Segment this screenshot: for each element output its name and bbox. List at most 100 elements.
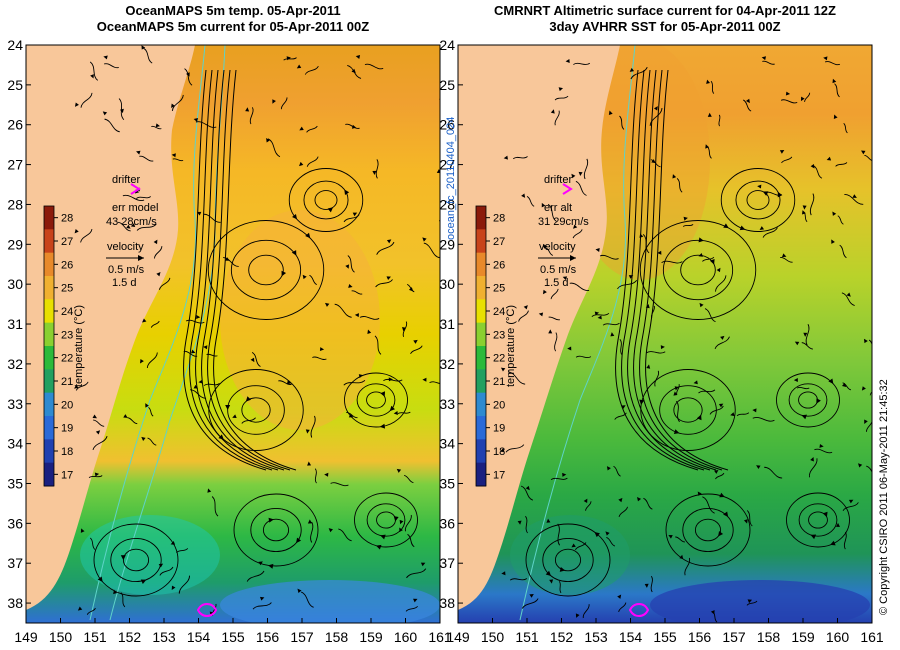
drifter-legend-label: drifter [544,174,572,186]
current-vector-head [155,123,161,128]
current-vector-head [785,91,791,96]
current-vector-head [697,491,702,496]
colorbar-tick-label: 24 [61,306,73,318]
current-arrowhead [375,544,382,550]
current-vector [343,214,360,223]
current-vector-head [77,606,83,611]
current-vector-head [355,55,361,59]
current-vector [702,496,715,514]
current-vector [185,319,205,324]
colorbar-segment [476,462,486,487]
current-vector-head [141,45,146,50]
current-arrowhead [545,570,552,577]
current-vector-head [186,72,190,77]
lat-tick-label: 26 [7,117,23,133]
drifter-markers [130,183,650,617]
model-blue-water [220,580,440,623]
current-vector-head [826,156,832,161]
current-vector-head [698,253,703,257]
colorbar-tick-label: 26 [493,259,505,271]
current-vector [619,115,625,130]
current-vector [558,580,562,594]
current-arrowhead [281,270,287,277]
current-vector-head [706,79,711,84]
current-vector [844,194,864,205]
lat-tick-label: 29 [439,236,455,252]
current-vector [512,156,528,160]
eddy-streamline [248,254,284,286]
lon-tick-label: 161 [428,629,452,645]
colorbar-segment [44,206,54,230]
current-arrowhead [120,555,126,561]
current-arrowhead [225,404,231,410]
velocity-legend-label: velocity [107,241,144,253]
current-arrowhead [810,534,817,540]
jet-streamline [633,69,717,471]
jet-streamline [195,69,279,471]
obs-panel-title: CMRNRT Altimetric surface current for 04… [458,3,872,35]
current-vector-head [351,124,357,129]
current-vector [715,275,727,292]
current-vector [374,335,382,355]
current-vector-head [348,413,354,418]
drifter-legend-marker [562,183,573,195]
current-vector [573,62,591,65]
current-vector-head [810,456,814,462]
current-vector-head [693,380,698,385]
current-vector [661,260,683,264]
current-vector-head [558,87,564,92]
current-arrowhead [268,563,274,569]
current-vector-head [679,554,684,560]
colorbar-segment [44,229,54,254]
eddy-streamline [93,523,179,597]
map-axes: 24 25 26 27 28 29 30 31 32 33 34 35 36 37 38 149 150 151 1… [7,37,883,645]
current-vector-head [501,571,506,576]
current-vector-head [861,386,866,391]
current-vector [614,412,627,420]
current-vector [184,68,193,86]
current-arrowhead [268,517,274,523]
current-vector-head [328,528,333,533]
current-vector-head [95,430,101,435]
current-vector-head [781,253,787,258]
current-vector-head [74,384,79,389]
lon-tick-label: 157 [290,629,314,645]
eddy-streamline [720,168,796,232]
current-vector [780,99,798,104]
jet-streamline [183,69,267,471]
current-vector-head [710,610,715,615]
current-vector-head [74,102,79,107]
current-vector [441,174,444,193]
eddy-streamline [303,180,349,220]
current-vector [404,514,412,532]
current-vector-head [645,303,650,309]
current-vector [710,80,715,94]
lon-tick-label: 156 [688,629,712,645]
lon-tick-label: 157 [722,629,746,645]
current-vector [183,350,198,357]
current-arrowhead [291,250,297,256]
current-vector-head [567,346,572,351]
lat-tick-label: 29 [7,236,23,252]
obs-current-streamlines [500,56,872,623]
current-arrowhead [698,237,704,243]
eddy-streamline [288,168,364,232]
current-vector [762,227,778,238]
eddy-streamline [798,503,838,537]
current-vector [715,472,725,480]
current-arrowhead [218,434,224,440]
current-vector-head [823,56,828,61]
current-vector-head [745,98,750,104]
colorbar-tick-label: 17 [493,469,505,481]
current-vector-head [126,224,131,229]
current-vector [575,355,592,359]
current-vector [762,60,775,65]
drifter-track [628,603,650,617]
eddy-streamline [662,239,734,301]
error-value: 31 29cm/s [538,216,589,228]
current-vector-head [171,103,175,108]
current-vector [602,322,620,326]
lon-tick-label: 153 [152,629,176,645]
lon-tick-label: 158 [325,629,349,645]
